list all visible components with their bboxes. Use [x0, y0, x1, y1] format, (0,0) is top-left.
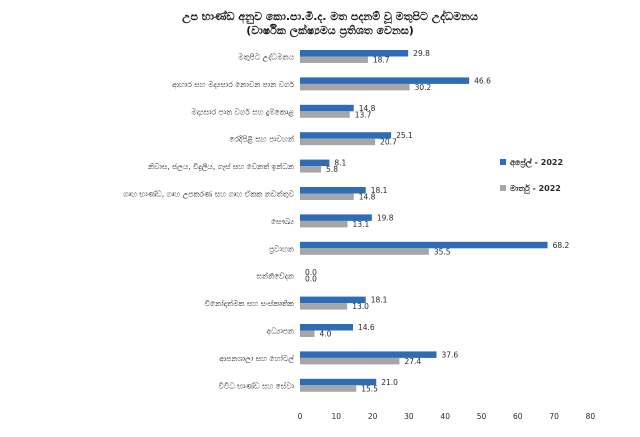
data-label: 5.8	[326, 165, 338, 174]
bar	[300, 159, 330, 167]
bar	[300, 166, 322, 173]
data-label: 0.0	[305, 275, 317, 284]
category-label: විවිධ භාණ්ඩ සහ සේවා	[219, 380, 295, 390]
data-label: 19.8	[377, 213, 394, 222]
data-label: 25.1	[396, 131, 413, 140]
bar	[300, 385, 357, 392]
bar	[300, 214, 372, 221]
data-label: 21.0	[381, 378, 398, 387]
category-labels: මතුපිට උද්ධමනය ආහාර සහ මද්‍යසාර නොවන පාන …	[123, 51, 295, 390]
bar	[300, 56, 368, 63]
x-tick-label: 30	[404, 412, 414, 421]
data-label: 13.7	[355, 110, 372, 119]
data-label: 20.7	[380, 138, 397, 147]
bar	[300, 248, 429, 255]
category-label: සෞඛ්‍ය	[271, 217, 294, 226]
x-tick-label: 80	[586, 412, 596, 421]
category-label: ගෘහ භාණ්ඩ, ගෘහ උපකරණ සහ ගෘහ ඒකක නඩත්තුව	[123, 188, 294, 199]
bar	[300, 138, 376, 146]
x-tick-label: 40	[440, 412, 450, 421]
x-tick-label: 0	[298, 412, 303, 421]
category-label: සන්නිවේදන	[257, 271, 295, 281]
bar	[300, 77, 470, 84]
data-label: 0.0	[305, 268, 317, 277]
category-label: නිවාස, ජලය, විදුලිය, ගෑස් සහ වෙනත් ඉන්ධන	[148, 161, 295, 172]
bar	[300, 296, 366, 304]
data-label: 46.6	[474, 76, 491, 85]
bar	[300, 357, 400, 365]
chart-subtitle: (වාර්ෂික ලක්ෂ්‍යමය ප්‍රතිශත වෙනස)	[246, 23, 414, 39]
data-label: 13.1	[353, 220, 370, 229]
bar	[300, 104, 354, 112]
x-tick-label: 10	[332, 412, 342, 421]
bar	[300, 351, 437, 358]
bar	[300, 50, 409, 57]
data-label: 18.7	[373, 56, 390, 65]
data-label: 30.2	[415, 83, 432, 92]
bar	[300, 220, 348, 228]
data-label: 4.0	[320, 330, 332, 339]
bar	[300, 111, 350, 118]
category-label: අධ්‍යාපන	[266, 327, 294, 337]
bar	[300, 241, 548, 249]
bar	[300, 83, 410, 91]
x-tick-label: 60	[513, 412, 523, 421]
category-label: ආපනශාලා සහ හෝටල්	[219, 353, 294, 364]
x-tick-label: 20	[368, 412, 378, 421]
data-label: 14.8	[359, 193, 376, 202]
data-label: 8.1	[334, 159, 346, 168]
bar	[300, 132, 392, 139]
data-label: 35.5	[434, 247, 451, 256]
x-tick-label: 70	[549, 412, 559, 421]
value-labels: 29.818.746.630.214.813.725.120.78.15.818…	[305, 49, 569, 393]
category-label: රෙදිපිළි සහ පාවහන්	[229, 134, 295, 145]
data-label: 37.6	[441, 350, 458, 359]
x-axis: 0 10 20 30 40 50 60 70 80	[298, 412, 596, 421]
category-label: මතුපිට උද්ධමනය	[238, 51, 294, 62]
bar	[300, 187, 366, 194]
category-label: මද්‍යසාර පාන වර්ග සහ දුම්කොළ	[191, 106, 294, 117]
category-label: ප්‍රවාහන	[268, 244, 295, 253]
data-label: 27.4	[404, 357, 421, 366]
bar	[300, 330, 315, 337]
bar	[300, 378, 377, 386]
legend-label: අප්‍රේල් - 2022	[510, 157, 563, 169]
data-label: 18.1	[371, 296, 388, 305]
bar	[300, 324, 353, 331]
bars-layer	[300, 50, 548, 392]
data-label: 18.1	[371, 186, 388, 195]
data-label: 68.2	[553, 241, 570, 250]
data-label: 15.5	[361, 384, 378, 393]
category-label: විනෝදාත්මක සහ සංස්කෘතික	[205, 298, 295, 308]
legend-label: මාර්තු - 2022	[510, 183, 561, 194]
legend-swatch	[500, 185, 506, 191]
chart-title: උප භාණ්ඩ අනුව කො.පා.මි.ද. මත පදනම් වූ මත…	[182, 9, 478, 25]
legend-swatch	[500, 159, 506, 165]
x-tick-label: 50	[477, 412, 487, 421]
data-label: 14.8	[359, 104, 376, 113]
category-label: ආහාර සහ මද්‍යසාර නොවන පාන වර්ග	[172, 79, 294, 90]
data-label: 29.8	[413, 49, 430, 58]
data-label: 13.0	[352, 302, 369, 311]
bar	[300, 193, 354, 200]
data-label: 14.6	[358, 323, 375, 332]
legend: අප්‍රේල් - 2022 මාර්තු - 2022	[500, 157, 563, 194]
bar	[300, 303, 348, 310]
